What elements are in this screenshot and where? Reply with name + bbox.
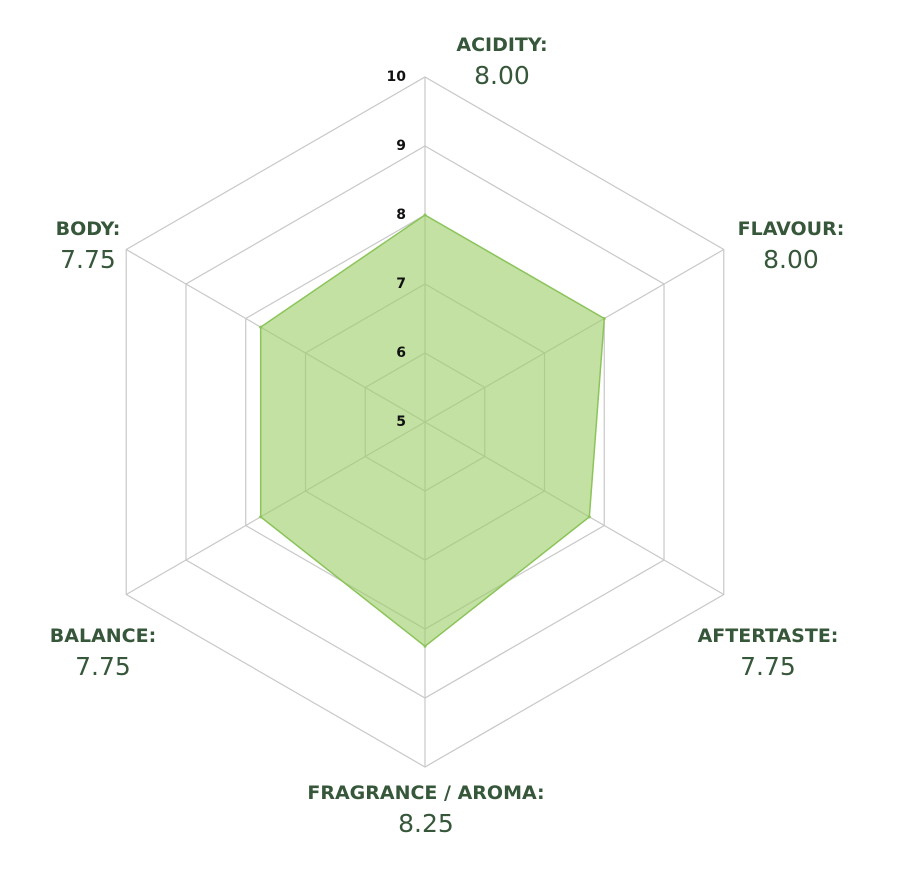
radar-data-area [259, 213, 606, 648]
tick-label: 5 [396, 414, 406, 430]
data-point [587, 515, 591, 519]
tick-label: 6 [396, 345, 406, 361]
radial-tick-labels: 5 6 7 8 9 10 [387, 69, 407, 430]
data-point [259, 325, 263, 329]
tick-label: 7 [396, 276, 406, 292]
axis-value-aftertaste: 7.75 [740, 652, 796, 681]
data-point [602, 317, 606, 320]
axis-value-acidity: 8.00 [474, 61, 530, 90]
tick-label: 8 [396, 207, 406, 223]
data-point [259, 515, 263, 519]
data-point [423, 644, 427, 648]
axis-value-fragrance-aroma: 8.25 [398, 809, 454, 838]
axis-value-flavour: 8.00 [763, 245, 819, 274]
axis-labels: ACIDITY: 8.00 FLAVOUR: 8.00 AFTERTASTE: … [50, 34, 845, 838]
tick-label: 10 [387, 69, 407, 85]
axis-label-aftertaste: AFTERTASTE: [698, 625, 839, 647]
data-point [423, 213, 427, 217]
axis-value-body: 7.75 [60, 245, 116, 274]
axis-label-balance: BALANCE: [50, 625, 156, 647]
tick-label: 9 [396, 138, 406, 154]
axis-label-acidity: ACIDITY: [456, 34, 547, 56]
axis-label-body: BODY: [56, 218, 121, 240]
axis-value-balance: 7.75 [75, 652, 131, 681]
axis-label-fragrance-aroma: FRAGRANCE / AROMA: [307, 782, 544, 804]
axis-label-flavour: FLAVOUR: [738, 218, 845, 240]
